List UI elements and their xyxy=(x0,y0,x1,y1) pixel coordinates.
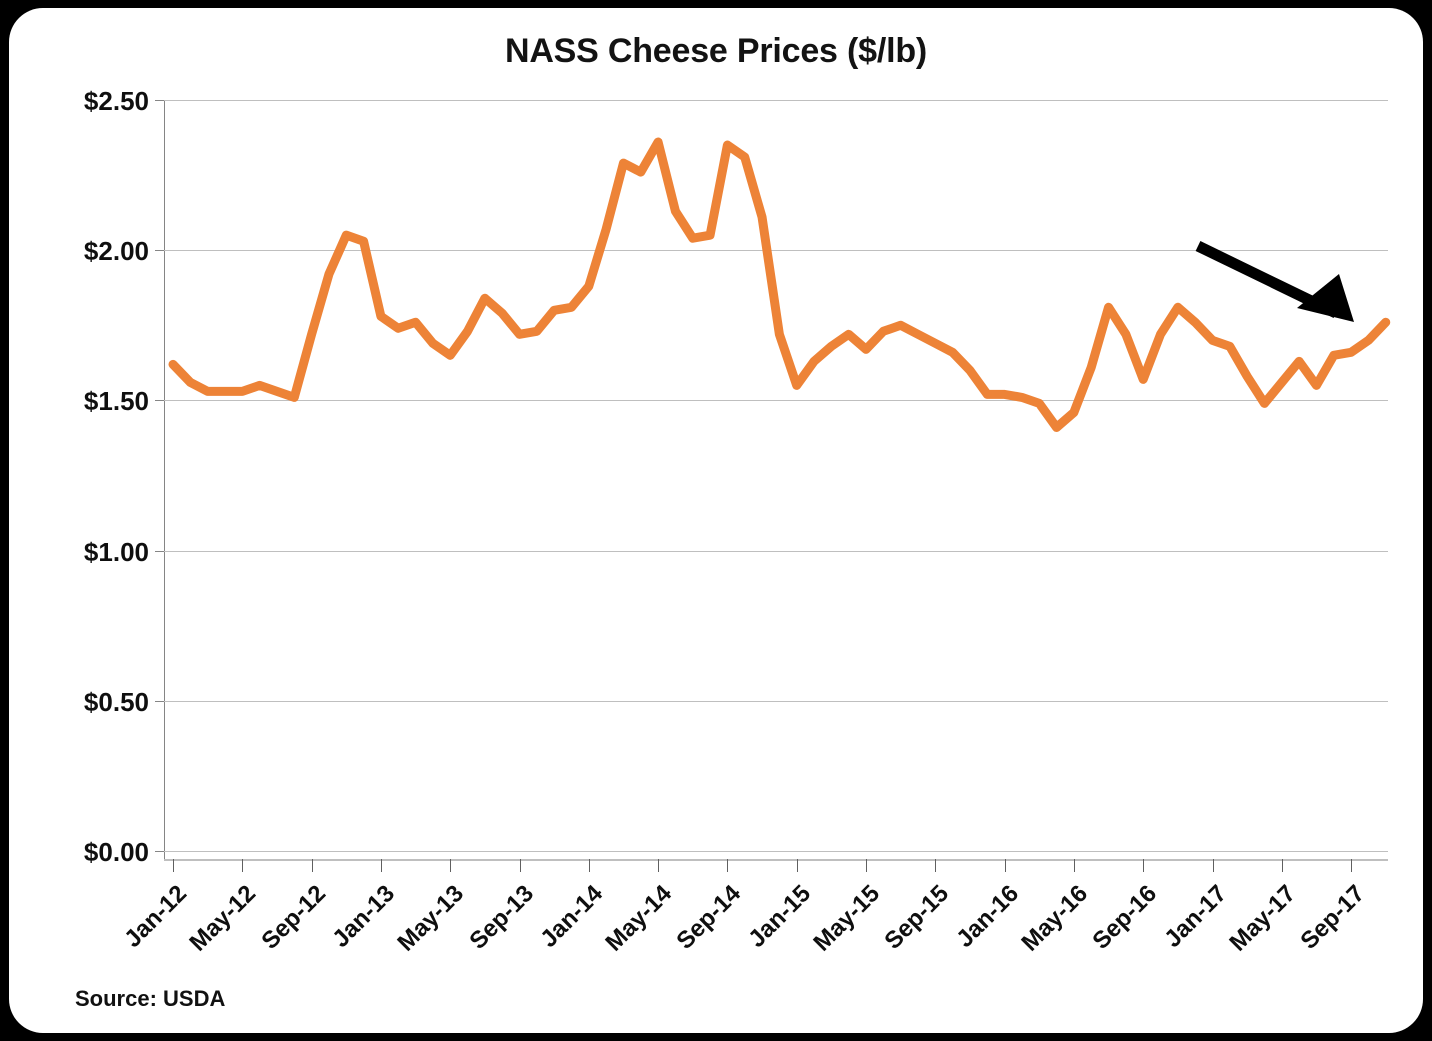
x-axis-tick xyxy=(727,859,729,872)
x-axis-tick xyxy=(935,859,937,872)
x-axis-tick xyxy=(658,859,660,872)
x-axis-tick xyxy=(173,859,174,872)
gridline xyxy=(164,851,1388,852)
y-axis-tick xyxy=(155,550,164,552)
x-axis-tick xyxy=(796,859,798,872)
x-axis-tick xyxy=(450,859,452,872)
y-axis-line xyxy=(164,100,165,860)
y-axis-tick-label: $0.50 xyxy=(83,686,149,717)
y-axis-tick xyxy=(155,100,164,101)
x-axis-tick xyxy=(519,859,521,872)
x-axis-line xyxy=(164,859,1388,861)
chart-panel: NASS Cheese Prices ($/lb) $0.00 $0.50 $1.0… xyxy=(9,8,1423,1033)
gridline xyxy=(164,400,1388,402)
y-axis-tick-label: $0.00 xyxy=(83,837,149,867)
x-axis-tick xyxy=(311,859,313,872)
y-axis-tick xyxy=(155,250,164,252)
x-axis-tick xyxy=(1143,859,1145,872)
x-axis-tick xyxy=(1212,859,1214,872)
y-axis-tick-label: $1.00 xyxy=(83,536,149,567)
x-axis-tick xyxy=(866,859,867,872)
x-axis-tick xyxy=(1073,859,1075,872)
plot-area xyxy=(164,100,1391,851)
y-axis-tick xyxy=(155,400,164,402)
x-axis-tick xyxy=(1004,859,1006,872)
y-axis-tick xyxy=(155,700,164,702)
gridline xyxy=(164,100,1388,101)
gridline xyxy=(164,250,1388,252)
y-axis-tick-label: $1.50 xyxy=(83,386,149,417)
y-axis-tick-label: $2.50 xyxy=(83,86,149,116)
x-axis-tick xyxy=(1281,859,1283,872)
cheese-price-line-series xyxy=(168,137,1391,432)
x-axis-tick xyxy=(380,859,382,872)
source-note: Source: USDA xyxy=(75,986,226,1011)
y-axis-tick xyxy=(155,851,164,852)
x-axis-tick xyxy=(242,859,244,872)
gridline xyxy=(164,700,1388,702)
chart-title: NASS Cheese Prices ($/lb) xyxy=(504,32,928,70)
y-axis-tick-label: $2.00 xyxy=(83,236,149,267)
gridline xyxy=(164,550,1388,552)
x-axis-tick xyxy=(1351,859,1353,872)
x-axis-tick xyxy=(588,859,590,872)
